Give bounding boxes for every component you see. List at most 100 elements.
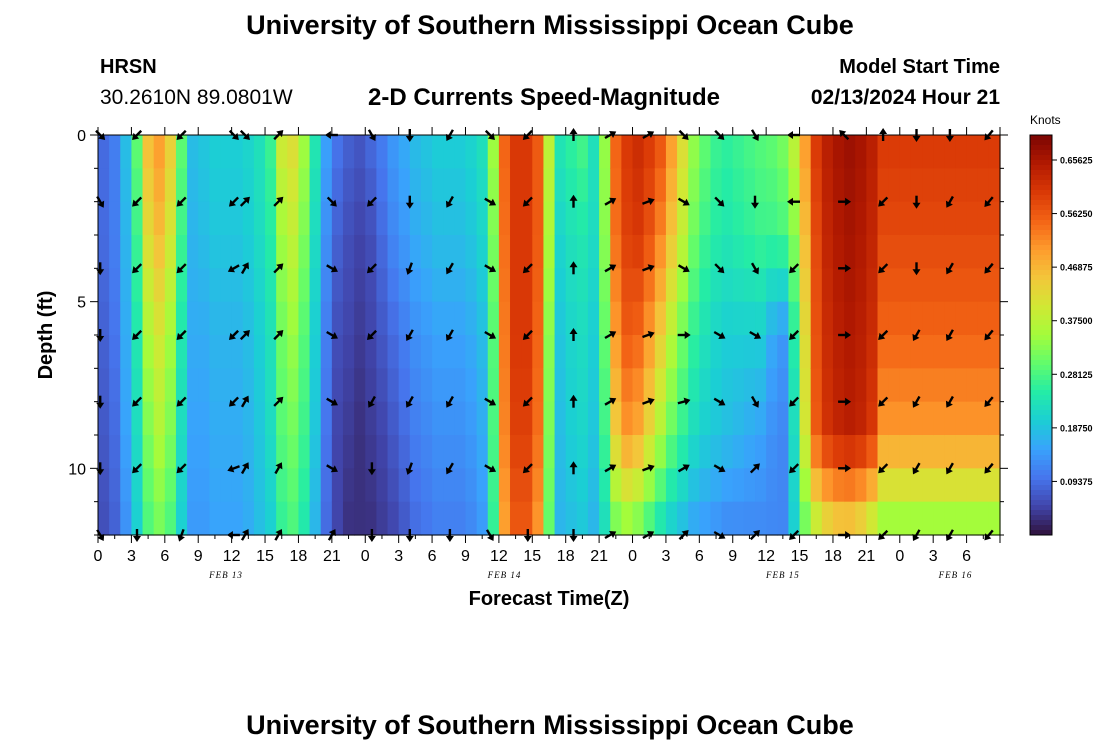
heatmap-cell [766, 401, 778, 436]
current-vector-arrow [367, 462, 376, 476]
heatmap-cell [587, 335, 600, 369]
current-vector-arrow [789, 329, 800, 340]
heatmap-cell [465, 335, 478, 369]
heatmap-cell [576, 301, 589, 336]
heatmap-cell [610, 501, 622, 536]
x-tick-label: 0 [628, 548, 637, 565]
heatmap-cell [599, 201, 611, 236]
heatmap-cell [621, 168, 634, 203]
heatmap-cell [98, 235, 110, 269]
heatmap-cell [621, 268, 634, 303]
heatmap-cell [922, 268, 934, 303]
colorbar-segment [1030, 190, 1052, 196]
heatmap-cell [832, 201, 845, 236]
heatmap-cell [220, 268, 233, 303]
heatmap-cell [966, 501, 979, 536]
heatmap-cell [933, 468, 945, 503]
heatmap-cell [420, 401, 433, 436]
heatmap-cell [855, 301, 867, 336]
heatmap-cell [988, 401, 1001, 436]
heatmap-cell [922, 435, 934, 469]
heatmap-cell [866, 501, 879, 536]
colorbar-segment [1030, 325, 1052, 331]
heatmap-cell [944, 235, 957, 269]
heatmap-cell [131, 301, 144, 336]
heatmap-cell [777, 268, 790, 303]
heatmap-cell [621, 135, 634, 169]
current-vector-arrow [132, 463, 143, 474]
heatmap-cell [220, 468, 233, 503]
heatmap-cell [866, 301, 879, 336]
heatmap-cell [498, 401, 511, 436]
current-vector-arrow [569, 529, 578, 542]
heatmap-cell [721, 335, 734, 369]
heatmap-cell [554, 468, 567, 503]
heatmap-cell [198, 268, 210, 303]
current-vector-arrow [569, 194, 578, 208]
heatmap-cell [766, 201, 778, 236]
colorbar-segment [1030, 285, 1052, 291]
colorbar-segment [1030, 375, 1052, 381]
heatmap-cell [721, 268, 734, 303]
heatmap-cell [554, 335, 567, 369]
heatmap-cell [743, 235, 756, 269]
heatmap-cell [432, 168, 444, 203]
heatmap-cell [265, 401, 277, 436]
colorbar-segment [1030, 145, 1052, 151]
colorbar-segment [1030, 265, 1052, 271]
heatmap-cell [287, 268, 300, 303]
colorbar-segment [1030, 255, 1052, 261]
heatmap-cell [699, 335, 712, 369]
heatmap-cell [498, 235, 511, 269]
colorbar-segment [1030, 445, 1052, 451]
heatmap-cell [153, 135, 166, 169]
heatmap-cell [242, 135, 255, 169]
heatmap-cell [587, 501, 600, 536]
colorbar-segment [1030, 275, 1052, 281]
heatmap-cell [309, 368, 322, 403]
heatmap-cell [476, 501, 489, 536]
heatmap-cell [365, 401, 377, 436]
current-vector-arrow [984, 196, 994, 208]
heatmap-cell [721, 135, 734, 169]
heatmap-cell [342, 468, 355, 503]
heatmap-cell [977, 501, 990, 536]
heatmap-cell [877, 435, 890, 469]
heatmap-cell [821, 435, 834, 469]
heatmap-cell [521, 401, 533, 436]
current-vector-arrow [878, 396, 889, 407]
heatmap-cell [342, 435, 355, 469]
heatmap-cell [532, 501, 545, 536]
heatmap-cell [510, 235, 522, 269]
heatmap-cell [187, 468, 199, 503]
heatmap-cell [933, 201, 945, 236]
current-vector-arrow [405, 529, 414, 542]
heatmap-cell [432, 201, 444, 236]
heatmap-cell [175, 501, 188, 536]
heatmap-cell [276, 135, 288, 169]
heatmap-cell [454, 401, 467, 436]
colorbar-segment [1030, 390, 1052, 396]
current-vector-arrow [642, 464, 655, 472]
heatmap-cell [688, 335, 700, 369]
colorbar-segment [1030, 460, 1052, 466]
heatmap-cell [821, 268, 834, 303]
heatmap-cell [532, 135, 545, 169]
current-vector-arrow [445, 329, 454, 342]
heatmap-cell [554, 235, 567, 269]
current-vector-arrow [569, 128, 578, 141]
heatmap-cell [799, 368, 812, 403]
colorbar-segment [1030, 225, 1052, 231]
heatmap-cell [665, 201, 678, 236]
heatmap-cell [187, 368, 199, 403]
heatmap-cell [209, 201, 222, 236]
heatmap-cell [521, 168, 533, 203]
heatmap-cell [409, 168, 422, 203]
heatmap-cell [142, 368, 155, 403]
heatmap-cell [109, 201, 121, 236]
heatmap-cell [543, 335, 556, 369]
colorbar-tick-label: 0.56250 [1060, 209, 1093, 219]
heatmap-cell [476, 368, 489, 403]
current-vector-arrow [405, 129, 414, 142]
heatmap-cell [131, 268, 144, 303]
